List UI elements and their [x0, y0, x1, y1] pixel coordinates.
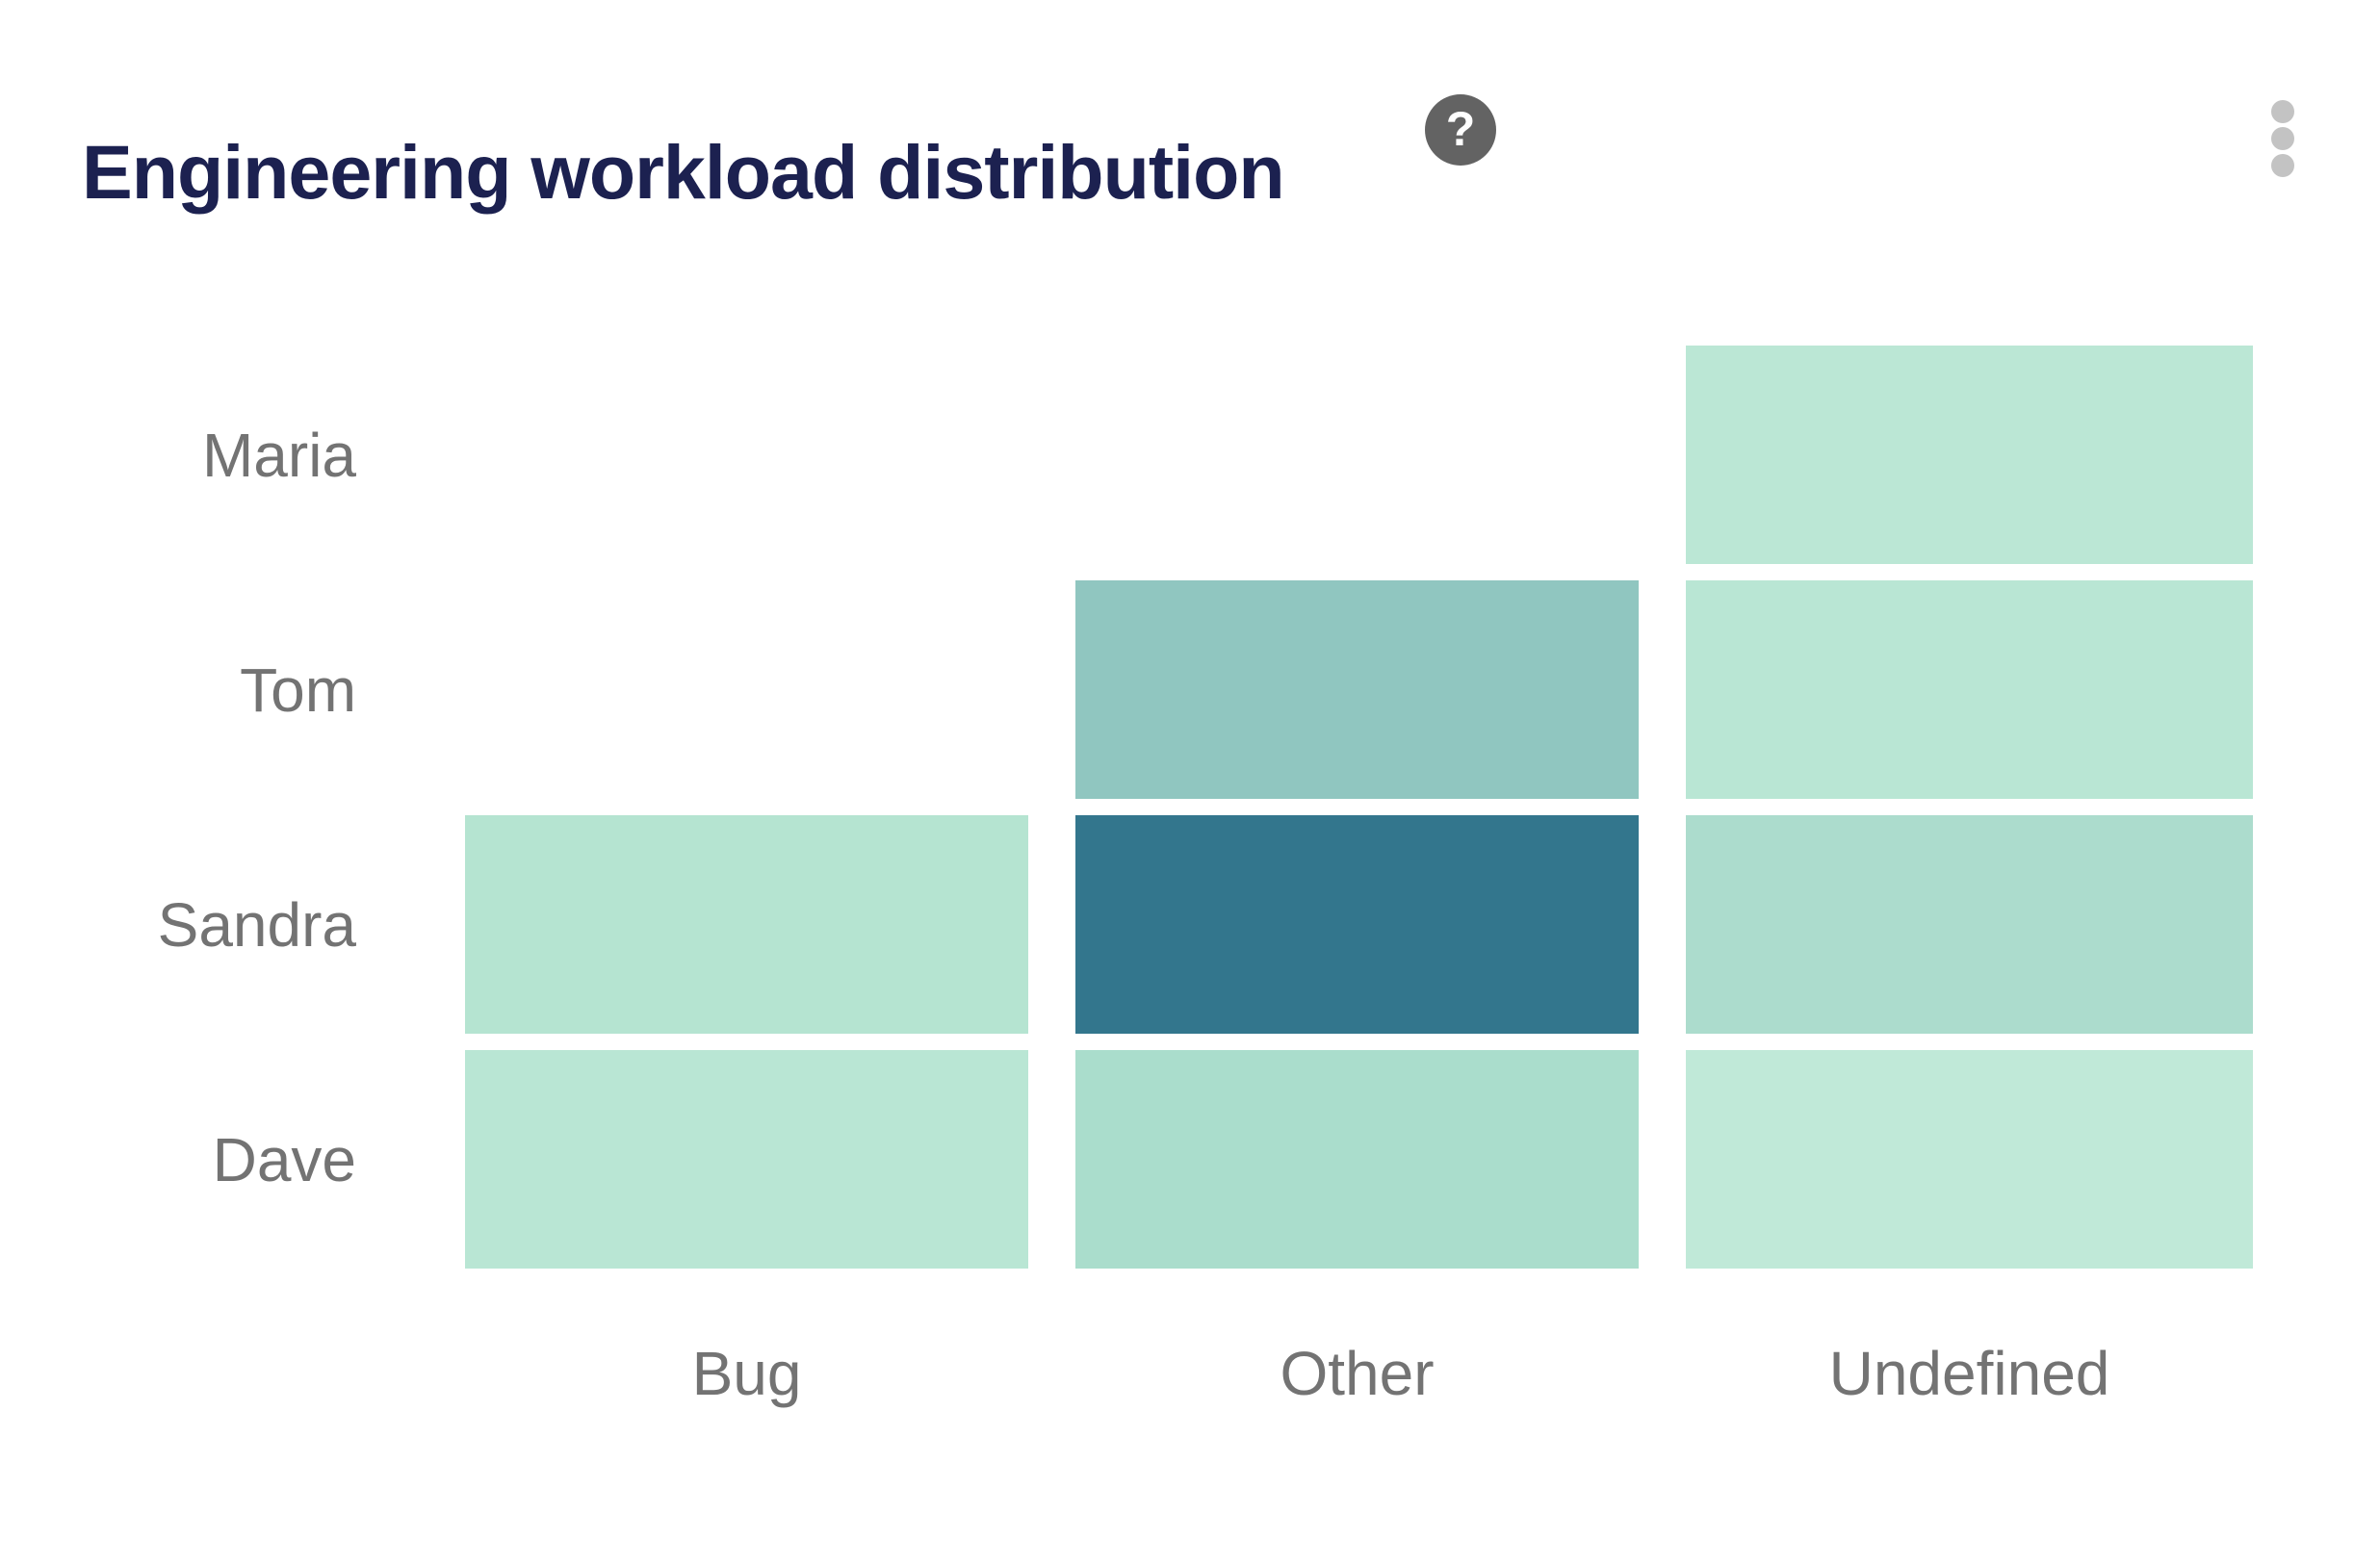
kebab-menu-icon[interactable]	[2271, 100, 2294, 177]
x-axis-label: Bug	[691, 1339, 802, 1408]
heatmap-cell[interactable]	[1686, 1050, 2253, 1269]
question-mark-glyph: ?	[1445, 102, 1476, 156]
heatmap-chart: Maria Tom Sandra Dave Bug Other Undefined	[0, 346, 2253, 1420]
heatmap-cell[interactable]	[1075, 580, 1639, 799]
kebab-dot	[2271, 127, 2294, 150]
heatmap-cell[interactable]	[1075, 815, 1639, 1034]
heatmap-cell[interactable]	[1075, 1050, 1639, 1269]
heatmap-cell[interactable]	[1686, 580, 2253, 799]
heatmap-cell	[465, 580, 1028, 799]
heatmap-cell	[1075, 346, 1639, 564]
chart-title: Engineering workload distribution	[82, 128, 1285, 215]
y-axis-label: Dave	[212, 1124, 356, 1194]
y-axis-label: Maria	[201, 420, 356, 490]
heatmap-cell[interactable]	[1686, 815, 2253, 1034]
heatmap-cell[interactable]	[465, 1050, 1028, 1269]
x-axis-label: Undefined	[1828, 1339, 2110, 1408]
heatmap-cell	[465, 346, 1028, 564]
kebab-dot	[2271, 100, 2294, 123]
help-icon[interactable]: ?	[1425, 94, 1496, 166]
y-axis-label: Sandra	[157, 889, 356, 960]
x-axis-label: Other	[1280, 1339, 1435, 1408]
kebab-dot	[2271, 154, 2294, 177]
y-axis-label: Tom	[240, 654, 356, 725]
heatmap-cell[interactable]	[465, 815, 1028, 1034]
heatmap-cell[interactable]	[1686, 346, 2253, 564]
